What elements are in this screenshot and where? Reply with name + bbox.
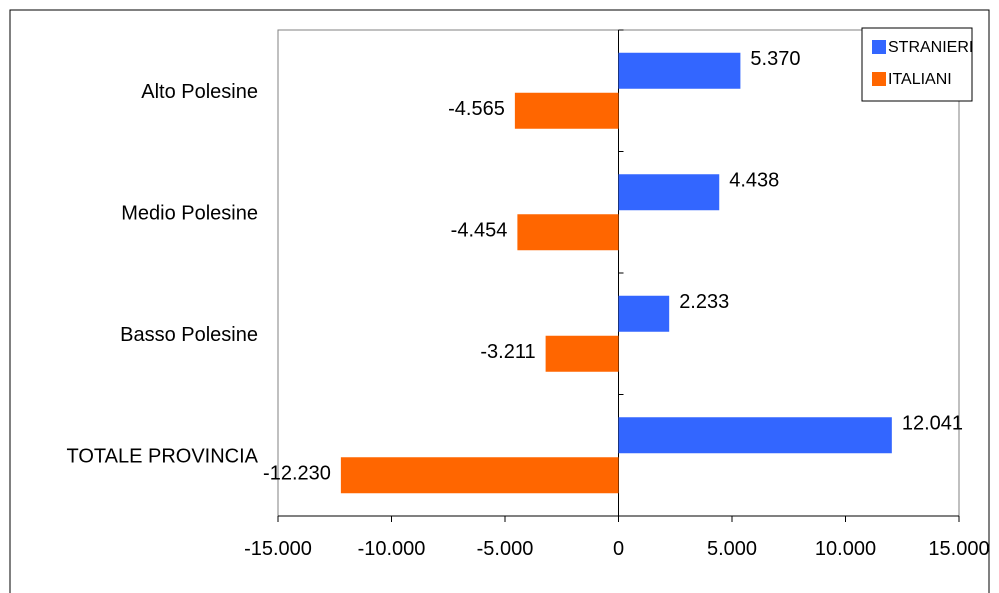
x-tick-label: 10.000	[815, 538, 876, 560]
data-label: -4.565	[448, 98, 505, 120]
category-label: TOTALE PROVINCIA	[66, 445, 258, 467]
bar-stranieri	[618, 295, 670, 332]
chart-frame	[9, 9, 990, 593]
legend-swatch	[872, 72, 886, 86]
legend-label: ITALIANI	[888, 71, 952, 88]
x-tick-label: 0	[613, 538, 624, 560]
bar-stranieri	[618, 52, 741, 89]
bar-stranieri	[618, 174, 720, 211]
x-tick-label: 15.000	[928, 538, 989, 560]
x-tick-label: -15.000	[244, 538, 312, 560]
legend: STRANIERI ITALIANI	[861, 27, 973, 102]
data-label: -3.211	[480, 341, 535, 363]
bar-italiani	[545, 335, 619, 372]
bar-stranieri	[618, 417, 892, 454]
category-label: Alto Polesine	[141, 81, 258, 103]
x-tick-label: -5.000	[477, 538, 534, 560]
category-label: Medio Polesine	[121, 202, 258, 224]
bar-italiani	[514, 92, 619, 129]
bar-italiani	[340, 457, 619, 494]
legend-label: STRANIERI	[888, 39, 973, 56]
data-label: 5.370	[750, 48, 800, 70]
legend-swatch	[872, 40, 886, 54]
bar-italiani	[517, 214, 619, 251]
x-tick-label: 5.000	[707, 538, 757, 560]
data-label: -4.454	[451, 219, 508, 241]
data-label: 4.438	[729, 169, 779, 191]
category-label: Basso Polesine	[120, 324, 258, 346]
data-label: 12.041	[902, 412, 963, 434]
x-tick-label: -10.000	[358, 538, 426, 560]
data-label: -12.230	[263, 462, 331, 484]
data-label: 2.233	[679, 291, 729, 313]
